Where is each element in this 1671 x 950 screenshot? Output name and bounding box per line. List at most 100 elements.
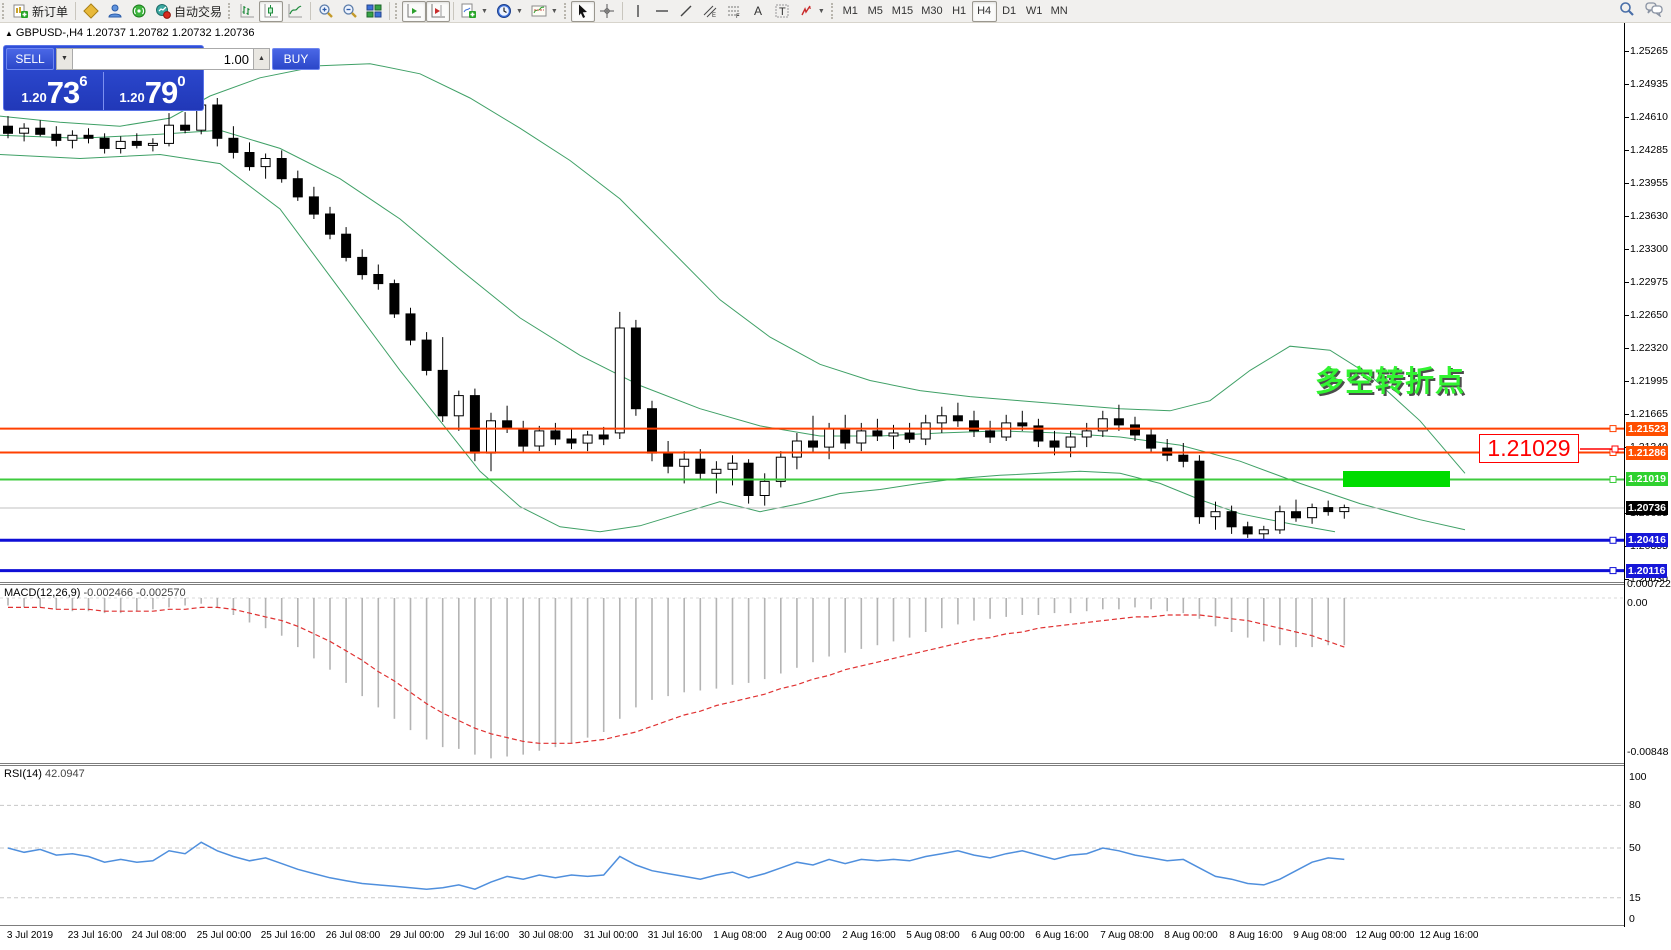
time-label: 2 Aug 00:00 [777, 930, 831, 941]
rsi-scale-label: 100 [1629, 771, 1647, 783]
fibonacci-tool-button[interactable]: F [722, 1, 746, 22]
new-order-label: 新订单 [32, 4, 69, 19]
timeframe-w1-button[interactable]: W1 [1025, 5, 1043, 17]
macd-chart[interactable] [0, 585, 1624, 763]
svg-text:E: E [712, 13, 716, 19]
svg-text:F: F [736, 14, 740, 19]
turning-point-annotation[interactable]: 多空转折点 [1315, 366, 1466, 398]
time-label: 9 Aug 08:00 [1293, 930, 1347, 941]
bollinger-lower-band [0, 153, 1336, 533]
price-level-badge: 1.20416 [1626, 533, 1668, 547]
rsi-name: RSI(14) [4, 768, 42, 780]
zoom-in-button[interactable] [314, 1, 338, 22]
zoom-out-button[interactable] [338, 1, 362, 22]
time-axis[interactable]: 3 Jul 2019 23 Jul 16:00 24 Jul 08:00 25 Jul… [0, 927, 1671, 950]
tile-windows-button[interactable] [362, 1, 386, 22]
time-label: 5 Aug 08:00 [906, 930, 960, 941]
label-tool-button[interactable]: T [770, 1, 794, 22]
buy-price-big: 79 [144, 75, 178, 110]
price-level-badge: 1.21523 [1626, 422, 1668, 436]
toolbar-drag-handle[interactable] [395, 3, 400, 19]
timeframe-m5-button[interactable]: M5 [867, 5, 883, 17]
chevron-down-icon: ▼ [550, 7, 558, 15]
macd-name: MACD(12,26,9) [4, 587, 81, 599]
toolbar-drag-handle[interactable] [2, 3, 7, 19]
time-label: 29 Jul 00:00 [389, 930, 445, 941]
line-chart-icon [287, 3, 303, 19]
buy-button[interactable]: BUY [272, 48, 320, 70]
timeframe-mn-button[interactable]: MN [1050, 5, 1068, 17]
chevron-down-icon: ▼ [515, 7, 523, 15]
channel-tool-button[interactable]: E [698, 1, 722, 22]
toolbar-drag-handle[interactable] [563, 3, 569, 19]
main-chart-pane[interactable] [0, 23, 1624, 582]
crosshair-button[interactable] [595, 1, 619, 22]
candlestick-series [3, 98, 1350, 540]
macd-scale-zero: 0.00 [1627, 597, 1648, 609]
chat-icon[interactable] [1645, 1, 1663, 22]
rsi-indicator-pane[interactable] [0, 766, 1624, 925]
rsi-scale-label: 0 [1629, 913, 1635, 925]
rsi-label: RSI(14) 42.0947 [4, 768, 85, 780]
time-label: 1 Aug 08:00 [713, 930, 767, 941]
volume-decrease-button[interactable]: ▼ [56, 48, 73, 70]
timeframe-m30-button[interactable]: M30 [921, 5, 943, 17]
periods-button[interactable]: ▼ [492, 1, 527, 22]
text-label-icon: T [774, 3, 790, 19]
macd-label: MACD(12,26,9) -0.002466 -0.002570 [4, 587, 186, 599]
buy-price-display[interactable]: 1.20 79 0 [104, 72, 201, 110]
sell-button[interactable]: SELL [6, 48, 54, 70]
horizontal-line-icon [654, 3, 670, 19]
signals-button[interactable] [127, 1, 151, 22]
pane-separator[interactable] [0, 582, 1671, 585]
templates-button[interactable]: ▼ [527, 1, 562, 22]
volume-input[interactable] [73, 48, 253, 70]
timeframe-h4-button[interactable]: H4 [971, 0, 997, 22]
pane-separator[interactable] [0, 763, 1671, 766]
bar-chart-type-button[interactable] [235, 1, 259, 22]
volume-increase-button[interactable]: ▲ [253, 48, 270, 70]
metaquotes-button[interactable] [79, 1, 103, 22]
market-icon [107, 3, 123, 19]
horizontal-line-tool-button[interactable] [650, 1, 674, 22]
pane-separator [0, 925, 1671, 927]
crosshair-icon [599, 3, 615, 19]
sell-price-big: 73 [46, 75, 80, 110]
buy-price-pip: 0 [177, 73, 186, 90]
time-label: 30 Jul 08:00 [518, 930, 574, 941]
macd-indicator-pane[interactable] [0, 585, 1624, 763]
macd-histogram [7, 598, 1346, 759]
vertical-line-tool-button[interactable] [626, 1, 650, 22]
line-chart-type-button[interactable] [283, 1, 307, 22]
autotrading-button[interactable]: 自动交易 [151, 1, 226, 22]
bollinger-middle-band [0, 129, 1466, 531]
toolbar-drag-handle[interactable] [228, 3, 233, 19]
new-order-button[interactable]: 新订单 [9, 1, 72, 22]
timeframe-h1-button[interactable]: H1 [952, 5, 967, 17]
time-label: 7 Aug 08:00 [1100, 930, 1154, 941]
chart-shift-button[interactable] [426, 0, 451, 22]
timeframe-m15-button[interactable]: M15 [891, 5, 914, 17]
macd-scale-max: 0.000722 [1627, 578, 1671, 591]
auto-scroll-button[interactable] [402, 0, 427, 22]
sell-price-display[interactable]: 1.20 73 6 [6, 72, 104, 110]
cursor-button[interactable] [570, 0, 595, 22]
price-callout-label[interactable]: 1.21029 [1479, 434, 1579, 463]
search-icon[interactable] [1619, 1, 1635, 22]
timeframe-d1-button[interactable]: D1 [1002, 5, 1017, 17]
arrows-tool-button[interactable]: ▼ [794, 1, 829, 22]
market-button[interactable] [103, 1, 127, 22]
auto-scroll-icon [406, 3, 422, 19]
candlestick-chart[interactable] [0, 23, 1624, 582]
text-tool-button[interactable]: A [746, 1, 770, 22]
trendline-tool-button[interactable] [674, 1, 698, 22]
price-scale[interactable]: 1.25265 1.24935 1.24610 1.24285 1.23955 1.236… [1625, 23, 1671, 927]
candlestick-chart-type-button[interactable] [259, 0, 284, 22]
price-level-badge: 1.20116 [1626, 564, 1668, 578]
timeframe-m1-button[interactable]: M1 [842, 5, 858, 17]
indicators-button[interactable]: ▼ [457, 1, 492, 22]
time-label: 6 Aug 16:00 [1035, 930, 1089, 941]
toolbar-drag-handle[interactable] [830, 3, 836, 19]
rsi-chart[interactable] [0, 766, 1624, 925]
collapse-triangle-icon[interactable]: ▲ [5, 29, 13, 38]
